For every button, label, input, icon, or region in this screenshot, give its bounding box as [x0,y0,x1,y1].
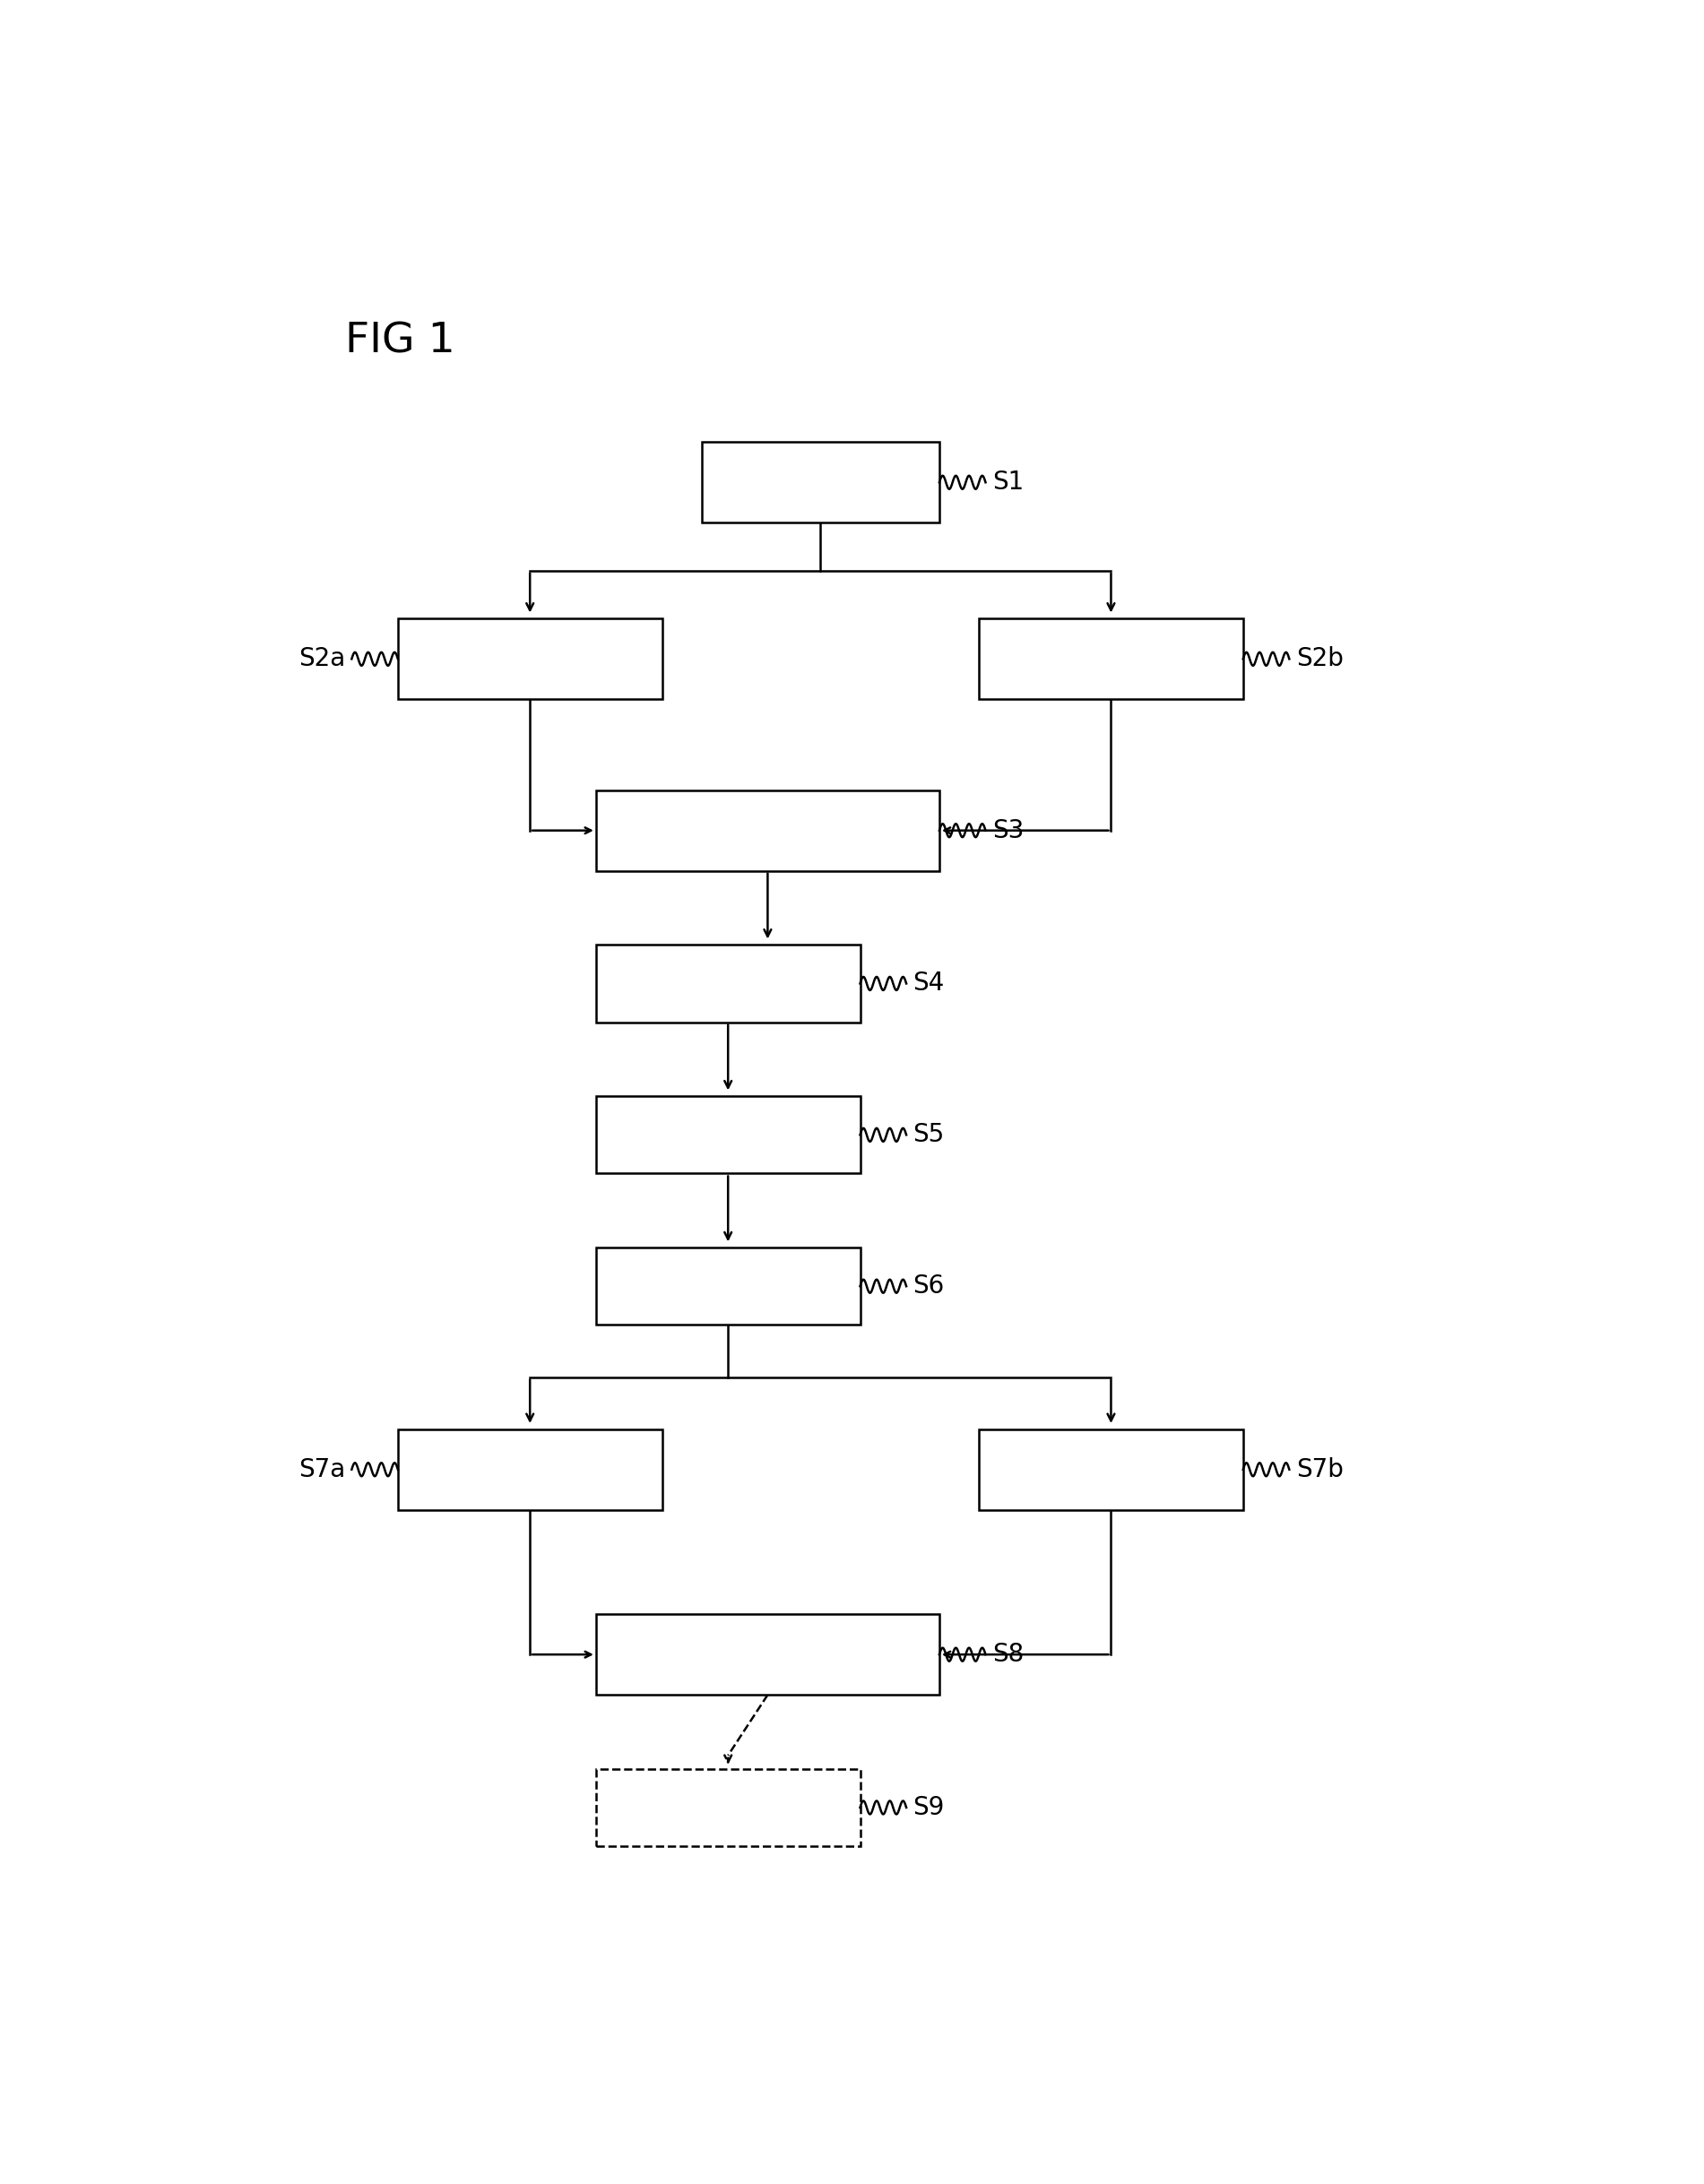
Bar [978,618,1244,699]
Bar [596,1769,861,1845]
Bar [596,1096,861,1173]
Bar [399,618,663,699]
Text: S7b: S7b [1297,1457,1343,1483]
Text: FIG 1: FIG 1 [346,321,455,360]
Text: S1: S1 [992,470,1024,496]
Bar [596,791,939,871]
Text: S3: S3 [992,819,1024,843]
Text: S5: S5 [913,1123,944,1147]
Text: S2b: S2b [1297,646,1343,670]
Bar [702,441,939,522]
Text: S7a: S7a [298,1457,346,1483]
Text: S4: S4 [913,972,944,996]
Text: S9: S9 [913,1795,944,1819]
Text: S8: S8 [992,1642,1024,1666]
Bar [399,1428,663,1509]
Bar [596,946,861,1022]
Bar [978,1428,1244,1509]
Bar [596,1247,861,1326]
Text: S6: S6 [913,1273,944,1299]
Text: S2a: S2a [298,646,346,670]
Bar [596,1614,939,1695]
